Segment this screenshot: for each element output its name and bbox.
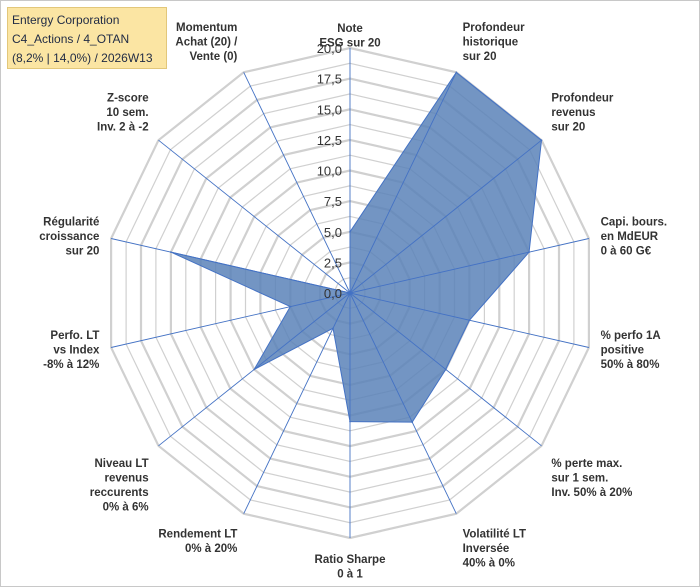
axis-label-line: Ratio Sharpe	[315, 554, 386, 566]
axis-label: Z-score 10 sem. Inv. 2 à -2	[97, 93, 149, 134]
chart-subtitle-line1: C4_Actions / 4_OTAN	[12, 32, 130, 46]
axis-label-line: Capi. bours.	[601, 217, 667, 229]
axis-label-line: sur 20	[66, 246, 100, 258]
axis-spoke	[158, 139, 351, 294]
series-polygon	[170, 71, 543, 423]
axis-label-line: Momentum	[176, 22, 237, 34]
axis-label-line: Régularité	[43, 217, 99, 229]
axis-label-line: 50% à 80%	[601, 359, 660, 371]
axis-label: % perte max. sur 1 sem. Inv. 50% à 20%	[551, 458, 632, 499]
axis-label-line: Achat (20) /	[175, 36, 238, 48]
axis-label: % perfo 1A positive 50% à 80%	[601, 330, 661, 371]
axis-labels: Note ESG sur 20 Profondeur historique sur 20…	[39, 22, 667, 581]
axis-label-line: en MdEUR	[601, 231, 659, 243]
axis-label-line: sur 1 sem.	[551, 473, 608, 485]
tick-label: 0,0	[324, 286, 342, 301]
axis-label-line: revenus	[104, 473, 148, 485]
tick-label: 10,0	[317, 164, 342, 179]
axis-label-line: 0 à 60 G€	[601, 246, 652, 258]
tick-label: 15,0	[317, 102, 342, 117]
axis-spoke	[243, 292, 351, 514]
axis-spoke	[349, 72, 457, 294]
axis-label-line: 0 à 1	[337, 569, 363, 581]
axis-label: Profondeur revenus sur 20	[551, 93, 613, 134]
axis-label-line: Rendement LT	[158, 529, 237, 541]
axis-label-line: Note	[337, 23, 363, 35]
tick-label: 20,0	[317, 41, 342, 56]
axis-label-line: Inv. 50% à 20%	[551, 487, 632, 499]
axis-spoke	[243, 72, 351, 294]
axis-label-line: Volatilité LT	[463, 529, 526, 541]
axis-label: Ratio Sharpe 0 à 1	[315, 554, 386, 581]
axis-label-line: sur 20	[551, 122, 585, 134]
axis-label-line: Perfo. LT	[50, 330, 99, 342]
axis-label-line: historique	[463, 36, 519, 48]
tick-label: 5,0	[324, 225, 342, 240]
tick-labels: 0,0 2,5 5,0 7,5 10,0 12,5 15,0 17,5 20,0	[317, 41, 342, 301]
axis-label-line: 0% à 6%	[103, 502, 149, 514]
axis-label-line: Profondeur	[551, 93, 613, 105]
axis-label-line: Inv. 2 à -2	[97, 122, 149, 134]
axis-spoke	[349, 292, 457, 514]
axis-label-line: positive	[601, 345, 644, 357]
axis-label-line: 10 sem.	[106, 107, 148, 119]
axis-spoke	[349, 292, 542, 447]
axis-label-line: -8% à 12%	[43, 359, 99, 371]
tick-label: 17,5	[317, 72, 342, 87]
axis-label-line: % perte max.	[551, 458, 622, 470]
axis-label: Momentum Achat (20) / Vente (0)	[175, 22, 238, 63]
tick-label: 7,5	[324, 194, 342, 209]
axis-label-line: revenus	[551, 107, 595, 119]
chart-title: Entergy Corporation	[12, 13, 120, 27]
axis-label-line: croissance	[39, 231, 99, 243]
axis-spoke	[110, 238, 351, 294]
axis-label: Profondeur historique sur 20	[463, 22, 525, 63]
axis-label: Niveau LT revenus reccurents 0% à 6%	[90, 458, 149, 514]
axis-label-line: vs Index	[53, 345, 100, 357]
axis-label-line: % perfo 1A	[601, 330, 661, 342]
axis-spoke	[158, 292, 351, 447]
axis-label-line: Inversée	[463, 543, 510, 555]
axis-label-line: reccurents	[90, 487, 149, 499]
axis-label-line: sur 20	[463, 51, 497, 63]
chart-subtitle-line2: (8,2% | 14,0%) / 2026W13	[12, 51, 153, 65]
axis-spoke	[349, 292, 590, 348]
axis-spokes	[110, 48, 590, 538]
axis-label: Note ESG sur 20	[319, 23, 380, 50]
axis-label-line: 40% à 0%	[463, 558, 515, 570]
axis-label-line: Vente (0)	[189, 51, 237, 63]
axis-label-line: 0% à 20%	[185, 543, 237, 555]
axis-spoke	[349, 139, 542, 294]
tick-label: 2,5	[324, 255, 342, 270]
axis-label-line: Profondeur	[463, 22, 525, 34]
chart-title-box: Entergy Corporation C4_Actions / 4_OTAN …	[7, 7, 167, 69]
tick-label: 12,5	[317, 133, 342, 148]
axis-label: Volatilité LT Inversée 40% à 0%	[463, 529, 526, 570]
axis-label-line: ESG sur 20	[319, 38, 380, 50]
axis-label: Capi. bours. en MdEUR 0 à 60 G€	[601, 217, 667, 258]
axis-label: Rendement LT 0% à 20%	[158, 529, 237, 556]
axis-label-line: Niveau LT	[94, 458, 148, 470]
axis-spoke	[110, 292, 351, 348]
axis-label: Régularité croissance sur 20	[39, 217, 99, 258]
axis-spoke	[349, 238, 590, 294]
axis-label: Perfo. LT vs Index -8% à 12%	[43, 330, 100, 371]
axis-label-line: Z-score	[107, 93, 149, 105]
